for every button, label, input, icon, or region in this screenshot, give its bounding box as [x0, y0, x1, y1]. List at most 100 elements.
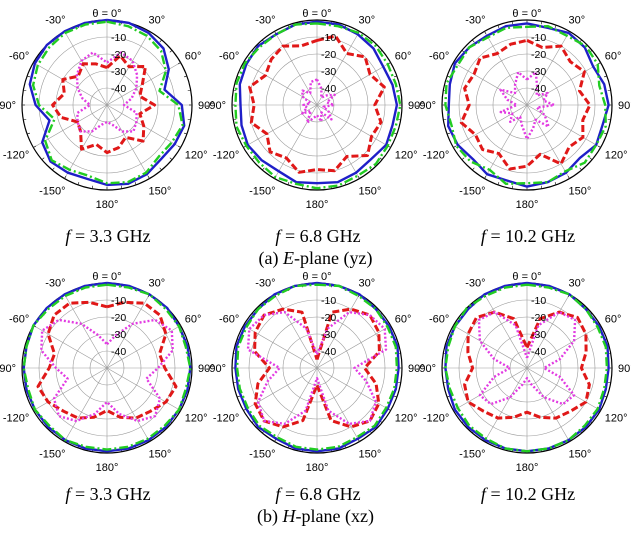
polar-chart-e-10.2: -10 -20 -30 -40 θ = 0° 30° 60° 90° 120° 150° 180° -… [416, 8, 631, 211]
angle-tick-mark [233, 89, 237, 92]
angular-grid-spoke [484, 367, 528, 442]
radial-tick-label: -20 [111, 312, 126, 324]
trace-red [253, 307, 381, 429]
angle-label: 30° [569, 277, 586, 289]
angle-tick-mark [27, 132, 31, 135]
radial-tick-label: -30 [111, 66, 126, 78]
angle-tick-mark [484, 175, 487, 179]
angular-grid-spoke [106, 31, 150, 106]
angle-tick-mark [41, 157, 45, 160]
angle-tick-mark [472, 39, 475, 43]
angle-tick-mark [540, 21, 543, 25]
angular-grid-spoke [316, 325, 391, 369]
trace-green [31, 20, 184, 185]
angular-grid-spoke [526, 325, 601, 369]
angle-tick-mark [91, 185, 94, 189]
angle-label: 60° [605, 51, 622, 63]
angle-label: -90° [416, 363, 436, 375]
angular-grid-spoke [316, 104, 360, 179]
angle-label: -60° [429, 314, 449, 326]
angle-tick-mark [603, 75, 607, 78]
angle-label: 120° [395, 413, 418, 425]
angle-label: -30° [465, 14, 485, 26]
radial-tick-label: -10 [111, 32, 126, 44]
angle-tick-mark [52, 167, 55, 171]
angle-label: 60° [605, 314, 622, 326]
angle-label: -30° [45, 277, 65, 289]
angle-label: -150° [39, 449, 65, 461]
radial-tick-label: -30 [531, 66, 546, 78]
angle-label: -90° [0, 363, 16, 375]
angle-label: -30° [255, 14, 275, 26]
angle-label: -60° [429, 51, 449, 63]
angular-grid-spoke [484, 31, 528, 106]
radial-tick-label: -10 [531, 295, 546, 307]
angle-label-0: θ = 0° [92, 271, 121, 283]
angle-tick-mark [237, 395, 241, 398]
radial-tick-label: -10 [111, 295, 126, 307]
radial-tick-label: -40 [531, 83, 546, 95]
angle-label: 150° [569, 186, 592, 198]
radial-tick-label: -20 [111, 49, 126, 61]
angular-grid-spoke [316, 31, 360, 106]
angle-label: -120° [3, 413, 29, 425]
radial-tick-label: -10 [321, 295, 336, 307]
angular-grid-spoke [33, 367, 108, 411]
angle-label: 30° [359, 277, 376, 289]
angle-label: -90° [416, 100, 436, 112]
caption-e-plane: (a) E-plane (yz) [258, 248, 373, 268]
angle-label: -30° [255, 277, 275, 289]
angular-grid-spoke [64, 367, 108, 442]
angle-tick-mark [447, 132, 451, 135]
freq-label-h-10.2: f = 10.2 GHz [480, 484, 576, 504]
radial-tick-label: -40 [321, 83, 336, 95]
angle-label: 30° [149, 14, 166, 26]
angle-tick-mark [554, 181, 557, 185]
polar-chart-e-3.3: -10 -20 -30 -40 θ = 0° 30° 60° 90° 120° 150° 180° -… [0, 8, 215, 211]
angle-tick-mark [397, 381, 401, 384]
angle-label: -150° [249, 186, 275, 198]
angle-tick-mark [554, 25, 557, 29]
angle-tick-mark [393, 395, 397, 398]
trace-magenta [499, 71, 556, 141]
angle-label: -90° [206, 363, 226, 375]
angle-tick-mark [77, 181, 80, 185]
radial-tick-label: -20 [531, 312, 546, 324]
angle-label: -60° [219, 51, 239, 63]
angle-tick-mark [589, 157, 593, 160]
angle-label-0: θ = 0° [302, 8, 331, 20]
angle-tick-mark [27, 75, 31, 78]
angle-label: 90° [408, 100, 425, 112]
freq-label-h-6.8: f = 6.8 GHz [275, 484, 361, 504]
angle-label: 120° [605, 413, 628, 425]
angle-label: 180° [306, 199, 329, 211]
angle-tick-mark [472, 167, 475, 171]
polar-chart-e-6.8: -10 -20 -30 -40 θ = 0° 30° 60° 90° 120° 150° 180° -… [206, 8, 425, 211]
angular-grid-spoke [526, 31, 570, 106]
angle-tick-mark [579, 167, 582, 171]
trace-magenta [75, 51, 139, 133]
angle-tick-mark [33, 145, 37, 148]
angle-label: 120° [185, 413, 208, 425]
angular-grid-spoke [526, 104, 570, 179]
angle-label: 60° [395, 51, 412, 63]
angle-label-0: θ = 0° [512, 8, 541, 20]
angle-tick-mark [393, 132, 397, 135]
freq-label-e-10.2: f = 10.2 GHz [480, 226, 576, 246]
angle-label: -30° [45, 14, 65, 26]
angular-grid-spoke [484, 294, 528, 369]
angle-tick-mark [453, 145, 457, 148]
angular-grid-spoke [106, 325, 181, 369]
angle-label: 120° [185, 150, 208, 162]
trace-green [22, 283, 192, 451]
angle-label: -150° [249, 449, 275, 461]
angle-label: 90° [618, 100, 631, 112]
radial-tick-label: -20 [321, 49, 336, 61]
trace-magenta [301, 78, 336, 124]
angle-label: 90° [198, 363, 215, 375]
angle-tick-mark [607, 89, 611, 92]
angle-tick-mark [511, 21, 514, 25]
angle-tick-mark [23, 89, 27, 92]
angle-label-0: θ = 0° [512, 271, 541, 283]
